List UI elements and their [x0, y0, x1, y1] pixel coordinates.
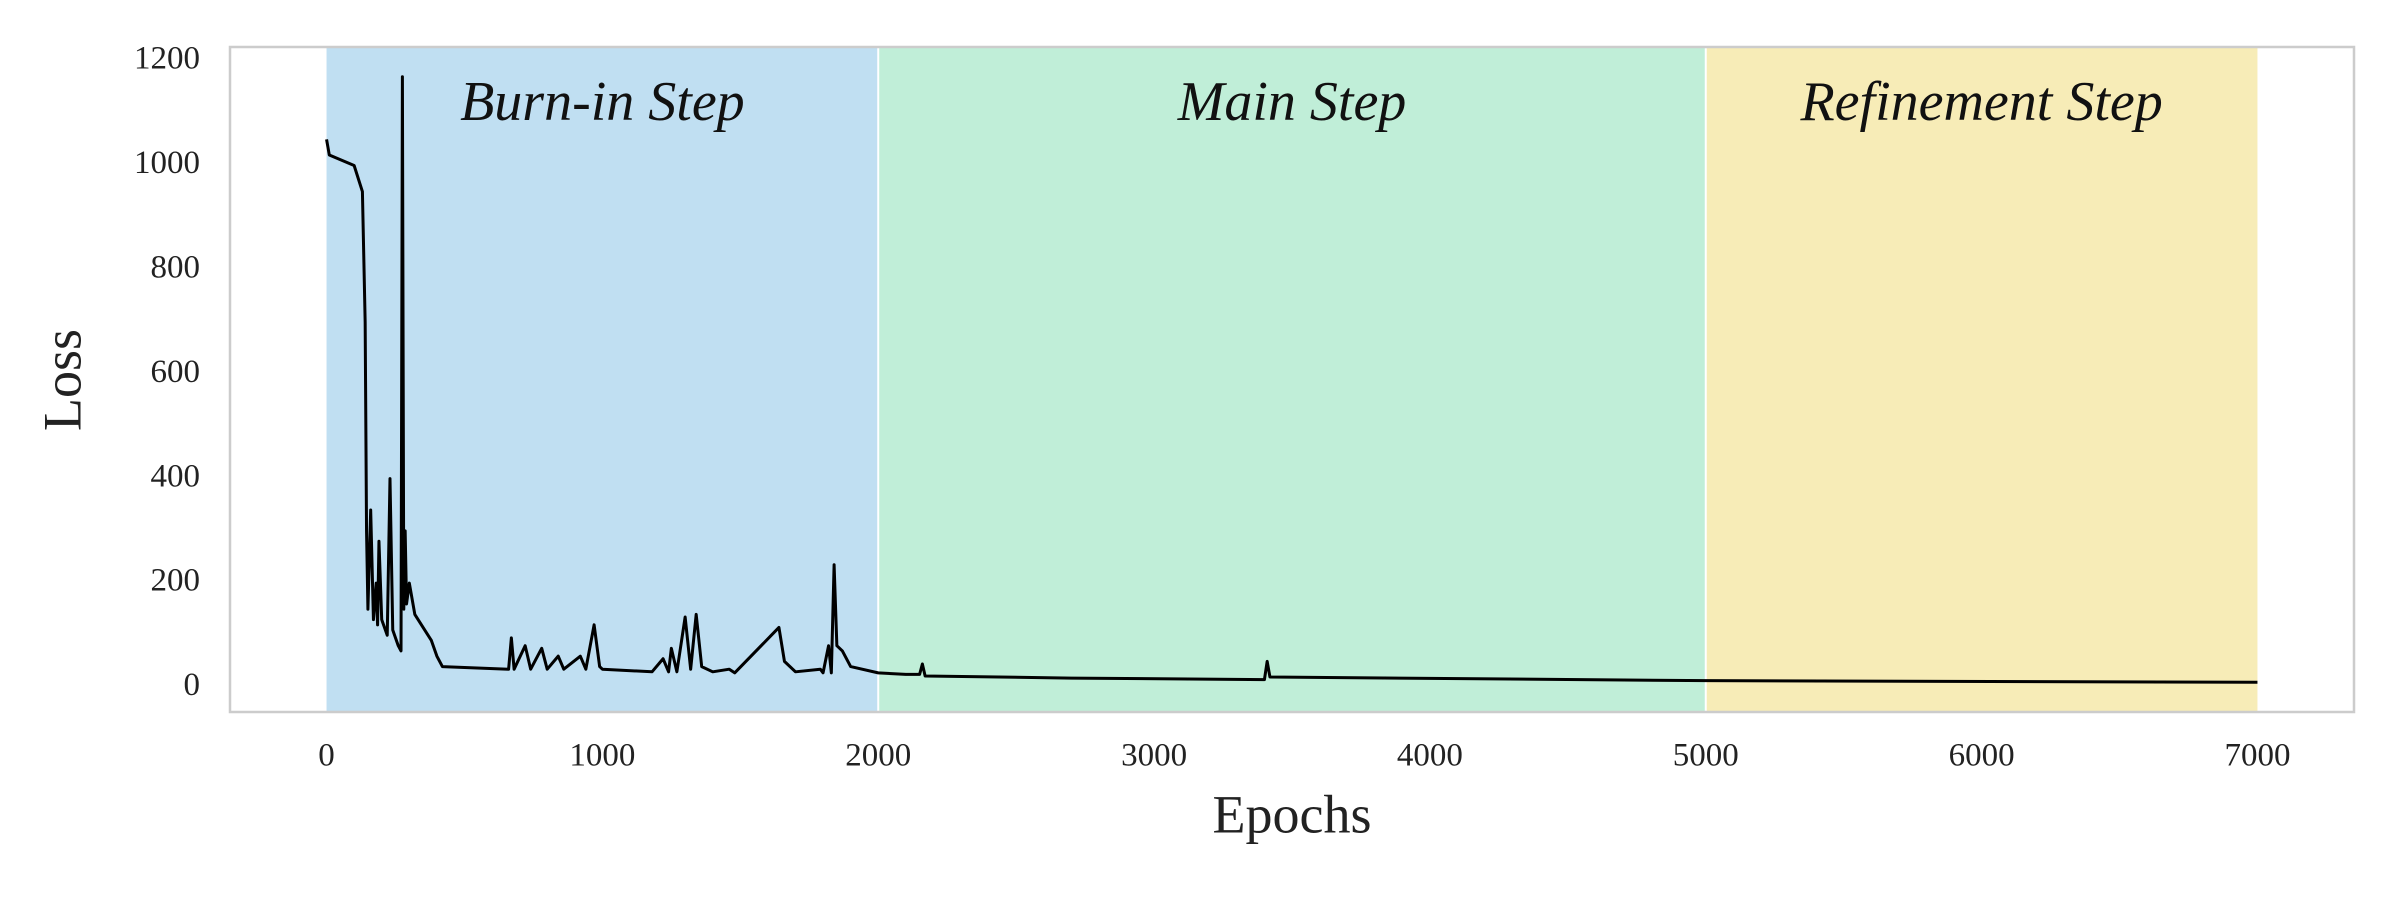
x-tick-label: 3000: [1121, 738, 1187, 774]
plot-frame: [228, 45, 2356, 714]
loss-line: [325, 75, 2258, 684]
x-tick-label: 6000: [1949, 738, 2015, 774]
y-axis-label: Loss: [32, 329, 92, 431]
x-tick-label: 4000: [1397, 738, 1463, 774]
region-label: Refinement Step: [1799, 71, 2162, 133]
y-tick-label: 1200: [134, 41, 200, 77]
y-tick-label: 400: [151, 458, 201, 494]
region-label: Burn-in Step: [460, 71, 745, 133]
y-tick-label: 600: [151, 354, 201, 390]
x-tick-label: 2000: [845, 738, 911, 774]
region: [1705, 47, 2258, 712]
x-tick-label: 5000: [1673, 738, 1739, 774]
region-label: Main Step: [1177, 71, 1407, 133]
region: [878, 47, 1706, 712]
x-tick-label: 0: [318, 738, 335, 774]
x-tick-label: 1000: [569, 738, 635, 774]
x-tick-label: 7000: [2224, 738, 2290, 774]
y-tick-label: 800: [151, 249, 201, 285]
x-axis-label: Epochs: [1213, 784, 1372, 844]
region: [326, 47, 879, 712]
y-tick-label: 200: [151, 563, 201, 599]
y-tick-label: 0: [184, 667, 201, 703]
y-tick-label: 1000: [134, 145, 200, 181]
